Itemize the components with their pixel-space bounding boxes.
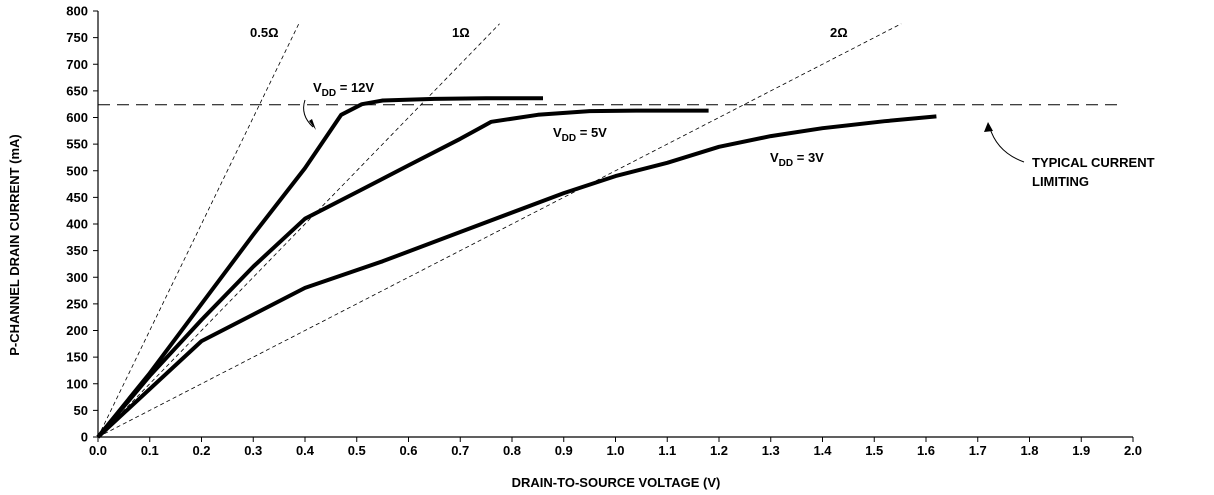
x-tick-label: 1.8 <box>1020 443 1038 458</box>
resistance-line-2-ohm <box>98 23 902 437</box>
x-axis-ticks: 0.0 0.1 0.2 0.3 0.4 0.5 0.6 0.7 0.8 0.9 1.0 1.1 1.2 1… <box>89 437 1142 458</box>
y-tick-label: 700 <box>66 57 88 72</box>
x-tick-label: 1.6 <box>917 443 935 458</box>
current-limit-leader-arrow <box>988 124 1025 163</box>
y-tick-label: 350 <box>66 243 88 258</box>
x-tick-label: 0.1 <box>141 443 159 458</box>
y-tick-label: 250 <box>66 296 88 311</box>
y-tick-label: 650 <box>66 83 88 98</box>
plot-area <box>96 11 1133 439</box>
x-tick-label: 2.0 <box>1124 443 1142 458</box>
x-tick-label: 0.5 <box>348 443 366 458</box>
y-axis-title: P-CHANNEL DRAIN CURRENT (mA) <box>7 134 22 355</box>
y-tick-label: 500 <box>66 163 88 178</box>
y-tick-label: 0 <box>81 430 88 445</box>
y-tick-label: 750 <box>66 30 88 45</box>
y-tick-label: 600 <box>66 110 88 125</box>
x-tick-label: 1.4 <box>813 443 832 458</box>
x-tick-label: 0.4 <box>296 443 315 458</box>
series-label-3v: VDD = 3V <box>770 150 824 169</box>
x-tick-label: 0.0 <box>89 443 107 458</box>
series-line-vdd-3v <box>96 114 937 439</box>
current-limit-leader-arrowhead <box>984 122 993 132</box>
x-axis-title: DRAIN-TO-SOURCE VOLTAGE (V) <box>512 475 721 490</box>
y-tick-label: 800 <box>66 4 88 19</box>
y-tick-label: 150 <box>66 350 88 365</box>
x-tick-label: 1.7 <box>969 443 987 458</box>
y-tick-label: 200 <box>66 323 88 338</box>
series-line-vdd-12v <box>96 96 543 439</box>
series-line-vdd-5v <box>96 108 709 439</box>
series-12v-leader-arrowhead <box>309 119 316 130</box>
series-label-5v: VDD = 5V <box>553 125 607 144</box>
x-tick-label: 1.0 <box>606 443 624 458</box>
resistance-label-2-ohm: 2Ω <box>830 25 848 40</box>
x-tick-label: 0.9 <box>555 443 573 458</box>
x-tick-label: 1.9 <box>1072 443 1090 458</box>
y-tick-label: 100 <box>66 376 88 391</box>
y-axis-ticks: 0 50 100 150 200 250 300 350 400 450 500 550 600 650 7… <box>66 4 98 445</box>
x-tick-label: 0.3 <box>244 443 262 458</box>
x-tick-label: 0.7 <box>451 443 469 458</box>
x-tick-label: 1.1 <box>658 443 676 458</box>
series-label-12v: VDD = 12V <box>313 80 374 99</box>
x-tick-label: 0.2 <box>192 443 210 458</box>
x-tick-label: 0.6 <box>399 443 417 458</box>
resistance-label-0p5-ohm: 0.5Ω <box>250 25 279 40</box>
resistance-lines <box>98 23 902 437</box>
x-tick-label: 0.8 <box>503 443 521 458</box>
resistance-line-1-ohm <box>98 23 500 437</box>
resistance-line-0p5-ohm <box>98 23 300 437</box>
y-tick-label: 550 <box>66 137 88 152</box>
y-tick-label: 450 <box>66 190 88 205</box>
series-12v-leader-arrow <box>303 99 314 128</box>
resistance-label-1-ohm: 1Ω <box>452 25 470 40</box>
x-tick-label: 1.2 <box>710 443 728 458</box>
x-tick-label: 1.3 <box>762 443 780 458</box>
y-tick-label: 400 <box>66 217 88 232</box>
current-limit-label-line1: TYPICAL CURRENT <box>1032 155 1155 170</box>
y-tick-label: 50 <box>74 403 88 418</box>
current-limit-label-line2: LIMITING <box>1032 174 1089 189</box>
y-tick-label: 300 <box>66 270 88 285</box>
x-tick-label: 1.5 <box>865 443 883 458</box>
